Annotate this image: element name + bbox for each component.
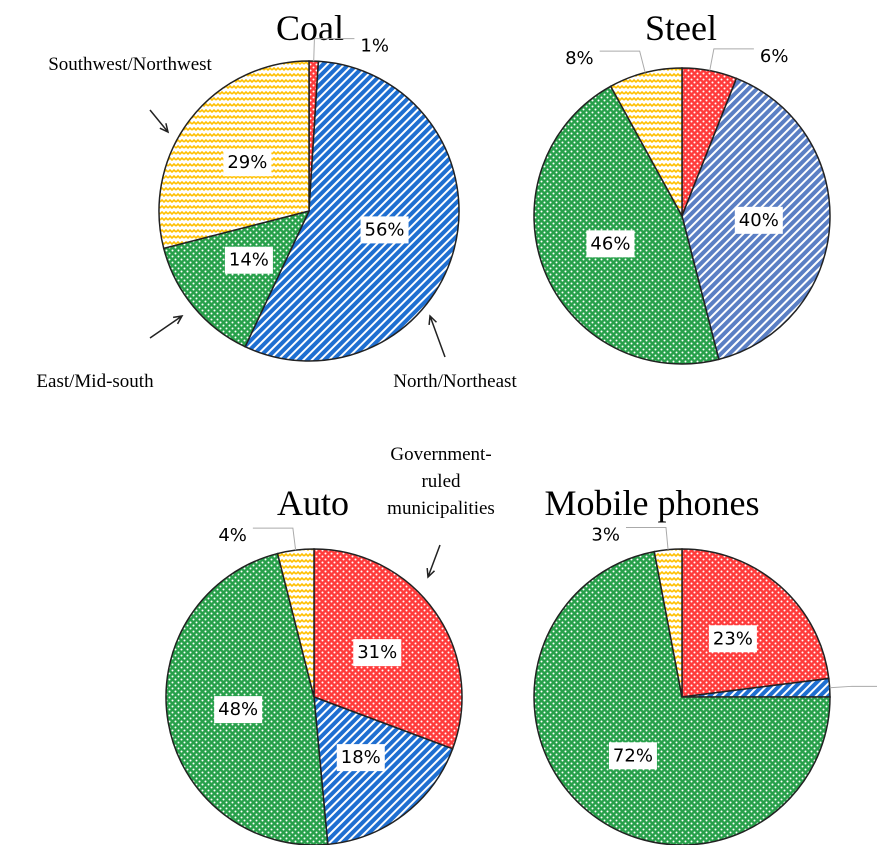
category-label: North/Northeast (393, 371, 517, 392)
label-box (223, 149, 272, 177)
value-label: 3% (591, 525, 620, 546)
arrow (149, 109, 170, 134)
value-label: 8% (565, 48, 594, 69)
chart-title: Coal (276, 8, 344, 48)
pie-slice (533, 85, 720, 365)
arrow (426, 544, 441, 579)
value-label: 1% (360, 36, 389, 57)
category-label: Government-ruled municipalities (387, 444, 495, 519)
leader-line (599, 50, 646, 73)
value-label: 40% (739, 210, 779, 231)
value-label: 4% (218, 525, 247, 546)
arrow (428, 314, 446, 358)
label-box (360, 216, 409, 244)
leader-line (709, 48, 754, 71)
value-label: 18% (341, 747, 381, 768)
label-box (734, 206, 783, 234)
pie-slice (276, 548, 315, 698)
leader-line (829, 685, 877, 689)
leader-line (252, 527, 297, 551)
pie-slice (162, 209, 311, 348)
label-box (708, 625, 757, 653)
value-label: 23% (713, 628, 753, 649)
category-label: Southwest/Northwest (48, 54, 212, 75)
value-label: 48% (218, 699, 258, 720)
label-box (353, 639, 402, 667)
label-box (586, 230, 635, 258)
value-label: 29% (227, 152, 267, 173)
pie-slice (244, 60, 460, 362)
label-box (608, 742, 657, 770)
value-label: 31% (357, 642, 397, 663)
arrow (149, 315, 184, 339)
value-label: 46% (590, 233, 630, 254)
value-label: 72% (613, 745, 653, 766)
leader-line (625, 527, 669, 550)
chart-title: Mobile phones (545, 483, 760, 523)
label-box (336, 744, 385, 772)
pie-slice (681, 548, 830, 698)
value-label: 14% (229, 250, 269, 271)
chart-title: Steel (645, 8, 717, 48)
category-label: East/Mid-south (36, 371, 154, 392)
value-label: 56% (365, 219, 405, 240)
value-label: 6% (760, 46, 789, 67)
chart-title: Auto (277, 483, 349, 523)
leader-line (313, 38, 355, 62)
label-box (224, 246, 273, 274)
pie-slice (533, 550, 831, 845)
label-box (214, 696, 263, 724)
